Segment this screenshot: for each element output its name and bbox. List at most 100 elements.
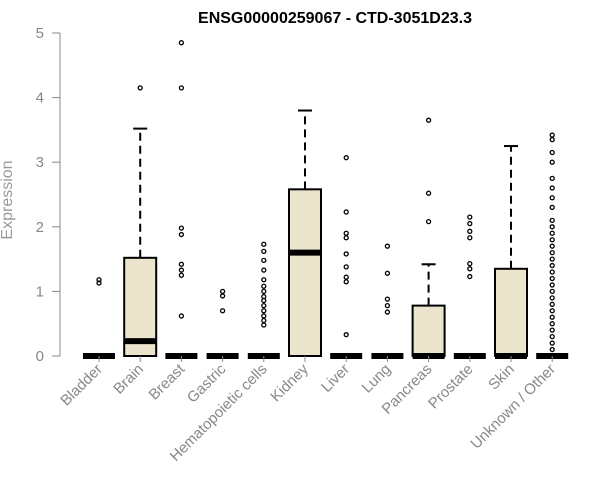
box-group (288, 109, 322, 357)
outlier-point (549, 243, 555, 249)
outlier-point (178, 267, 185, 273)
outlier-point (467, 260, 473, 267)
outlier-point (261, 313, 267, 319)
outlier-point (467, 214, 473, 220)
outlier-point (343, 264, 349, 270)
outlier-point (425, 218, 432, 225)
outlier-point (549, 237, 555, 243)
x-tick-label: Lung (359, 361, 395, 397)
outlier-point (549, 295, 555, 301)
y-tick-label: 3 (36, 154, 44, 171)
x-tick-label: Breast (146, 360, 189, 403)
box-group (411, 117, 446, 359)
outlier-point (549, 262, 555, 269)
outlier-point (343, 274, 349, 280)
x-tick-label: Skin (485, 361, 518, 394)
box-group (165, 40, 198, 359)
outlier-point (384, 296, 391, 302)
box (411, 304, 446, 357)
outlier-point (96, 277, 102, 283)
outlier-point (384, 302, 391, 309)
outlier-point (467, 228, 473, 234)
outlier-point (425, 117, 432, 123)
outlier-point (467, 266, 473, 272)
outlier-point (549, 321, 555, 327)
outlier-point (178, 272, 185, 278)
box (494, 267, 528, 358)
box-group (123, 85, 158, 358)
outlier-point (549, 195, 555, 201)
outlier-point (343, 230, 349, 236)
outlier-point (178, 85, 185, 91)
outlier-point (549, 132, 555, 138)
box-group (247, 241, 280, 359)
outlier-point (384, 270, 391, 276)
outlier-point (343, 279, 349, 285)
outlier-point (261, 267, 267, 273)
outlier-point (261, 288, 267, 295)
outlier-point (549, 288, 555, 295)
outlier-point (467, 220, 473, 227)
outlier-point (549, 269, 555, 275)
outlier-point (549, 224, 555, 230)
outlier-point (549, 149, 555, 156)
box-group (494, 145, 528, 359)
outlier-point (178, 231, 185, 238)
outlier-point (178, 40, 185, 46)
y-tick-label: 5 (36, 25, 44, 42)
y-tick-label: 4 (36, 90, 44, 107)
outlier-point (549, 256, 555, 262)
outlier-point (467, 235, 473, 241)
outlier-point (178, 313, 185, 319)
x-tick-label: Brain (110, 361, 147, 398)
outlier-point (261, 322, 267, 328)
outlier-point (178, 225, 185, 231)
outlier-point (137, 85, 143, 91)
outlier-point (549, 314, 555, 320)
x-tick-label: Kidney (267, 360, 312, 405)
outlier-point (343, 155, 349, 161)
outlier-point (549, 301, 555, 307)
outlier-point (549, 308, 555, 314)
outlier-point (219, 288, 226, 295)
outlier-point (219, 293, 226, 299)
x-tick-label: Prostate (425, 361, 477, 413)
outlier-point (549, 204, 555, 211)
box-group (83, 277, 115, 359)
y-axis-title: Expression (0, 160, 16, 239)
box-group (330, 155, 363, 359)
outlier-point (96, 280, 102, 286)
outlier-point (549, 333, 555, 340)
outlier-point (549, 185, 555, 191)
outlier-point (261, 293, 267, 300)
outlier-point (343, 209, 349, 215)
outlier-point (549, 275, 555, 282)
outlier-point (549, 230, 555, 236)
box-group (536, 132, 569, 359)
x-tick-label: Bladder (57, 361, 106, 410)
outlier-point (549, 217, 555, 223)
outlier-point (261, 241, 267, 247)
outlier-point (261, 277, 267, 283)
outlier-point (549, 175, 555, 182)
outlier-point (261, 317, 267, 324)
outlier-point (343, 332, 349, 338)
outlier-point (549, 282, 555, 288)
plot-area (83, 40, 569, 359)
outlier-point (343, 251, 349, 257)
outlier-point (425, 190, 432, 196)
chart-title: ENSG00000259067 - CTD-3051D23.3 (198, 10, 472, 27)
outlier-point (384, 309, 391, 315)
outlier-point (219, 308, 226, 314)
box-group (453, 214, 486, 359)
outlier-point (178, 261, 185, 267)
box-group (371, 243, 404, 359)
y-tick-label: 1 (36, 283, 44, 300)
y-tick-label: 2 (36, 219, 44, 236)
box (288, 188, 322, 357)
outlier-point (549, 340, 555, 346)
outlier-point (549, 346, 555, 353)
